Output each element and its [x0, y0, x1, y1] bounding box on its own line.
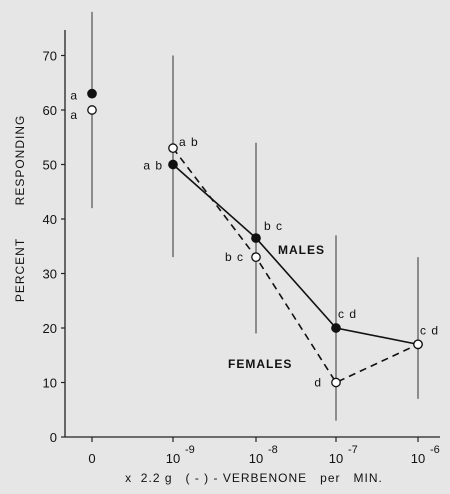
point-label-males-4: c d — [420, 323, 439, 337]
point-label-males-0: a — [70, 89, 78, 103]
point-label-females-2: b c — [225, 250, 244, 264]
axes: 0 10 20 30 40 50 60 70 0 10 -9 10 -8 10 -7 10 -6 — [43, 30, 440, 466]
y-tick-label-60: 60 — [43, 103, 57, 118]
point-males-1 — [168, 159, 178, 170]
series-line-females — [172, 147, 419, 384]
series-line-males — [172, 163, 419, 346]
x-tick-exponent-4: -6 — [430, 444, 440, 456]
series-label-females: FEMALES — [228, 357, 292, 371]
point-label-females-0: a — [70, 108, 78, 122]
series-lines — [172, 147, 419, 384]
y-tick-label-40: 40 — [43, 212, 57, 227]
point-males-2 — [251, 233, 261, 243]
x-tick-exponent-1: -9 — [185, 444, 195, 456]
y-tick-label-0: 0 — [50, 430, 57, 445]
y-tick-label-30: 30 — [43, 267, 57, 282]
x-tick-exponent-2: -8 — [268, 444, 278, 456]
point-females-0 — [87, 105, 97, 115]
data-points — [87, 88, 423, 388]
x-tick-label-2: 10 — [249, 451, 263, 466]
y-tick-label-50: 50 — [43, 158, 57, 173]
y-axis-title-responding: RESPONDING — [13, 115, 27, 206]
point-females-1 — [168, 143, 178, 153]
x-tick-label-4: 10 — [411, 451, 425, 466]
y-tick-label-20: 20 — [43, 321, 57, 336]
point-males-3 — [331, 323, 341, 333]
x-tick-exponent-3: -7 — [348, 444, 358, 456]
x-tick-label-1: 10 — [166, 451, 180, 466]
series-label-males: MALES — [278, 243, 325, 257]
x-tick-label-0: 0 — [88, 451, 95, 466]
y-tick-label-10: 10 — [43, 376, 57, 391]
x-axis-title: x 2.2 g ( - ) - VERBENONE per MIN. — [125, 471, 383, 485]
point-label-males-2: b c — [264, 219, 283, 233]
point-label-males-1: a b — [143, 159, 163, 173]
point-labels: a a b b c c d c d a a b b c d — [70, 89, 439, 390]
error-bars — [91, 11, 419, 421]
y-axis-title-percent: PERCENT — [13, 238, 27, 302]
point-females-3 — [331, 377, 341, 388]
point-males-0 — [87, 88, 97, 99]
point-females-4 — [413, 339, 423, 350]
point-label-males-3: c d — [338, 307, 357, 321]
y-tick-label-70: 70 — [43, 49, 57, 64]
point-label-females-3: d — [314, 376, 322, 390]
x-tick-label-3: 10 — [329, 451, 343, 466]
point-label-females-1: a b — [179, 135, 199, 149]
point-females-2 — [251, 252, 261, 262]
